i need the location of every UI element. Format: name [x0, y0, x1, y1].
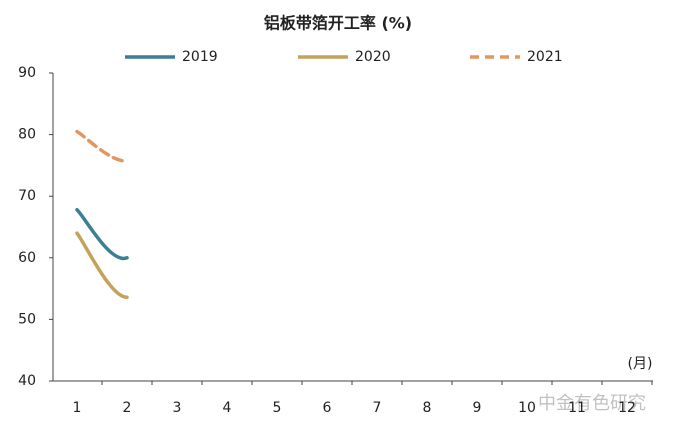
x-unit-label: (月) — [628, 356, 653, 372]
x-tick-label: 1 — [73, 400, 82, 416]
watermark: 中金有色研究 — [538, 393, 646, 414]
legend-label: 2021 — [527, 49, 563, 65]
x-tick-label: 11 — [568, 400, 586, 416]
x-tick-label: 4 — [223, 400, 232, 416]
chart-title: 铝板带箔开工率 (%) — [264, 14, 412, 33]
y-tick-label: 70 — [18, 188, 36, 204]
y-tick-label: 50 — [18, 311, 36, 327]
series-line — [75, 231, 129, 299]
series-line — [75, 129, 129, 163]
legend-label: 2019 — [182, 49, 218, 65]
y-tick-label: 40 — [18, 373, 36, 389]
x-tick-label: 2 — [123, 400, 132, 416]
x-tick-label: 8 — [423, 400, 432, 416]
y-tick-label: 80 — [18, 127, 36, 143]
x-tick-label: 12 — [618, 400, 636, 416]
x-tick-label: 10 — [518, 400, 536, 416]
legend-label: 2020 — [355, 49, 391, 65]
y-tick-label: 60 — [18, 250, 36, 266]
x-tick-label: 7 — [373, 400, 382, 416]
y-tick-label: 90 — [18, 65, 36, 81]
series-line — [75, 208, 129, 261]
x-tick-label: 9 — [473, 400, 482, 416]
x-tick-label: 3 — [173, 400, 182, 416]
x-tick-label: 5 — [273, 400, 282, 416]
x-tick-label: 6 — [323, 400, 332, 416]
